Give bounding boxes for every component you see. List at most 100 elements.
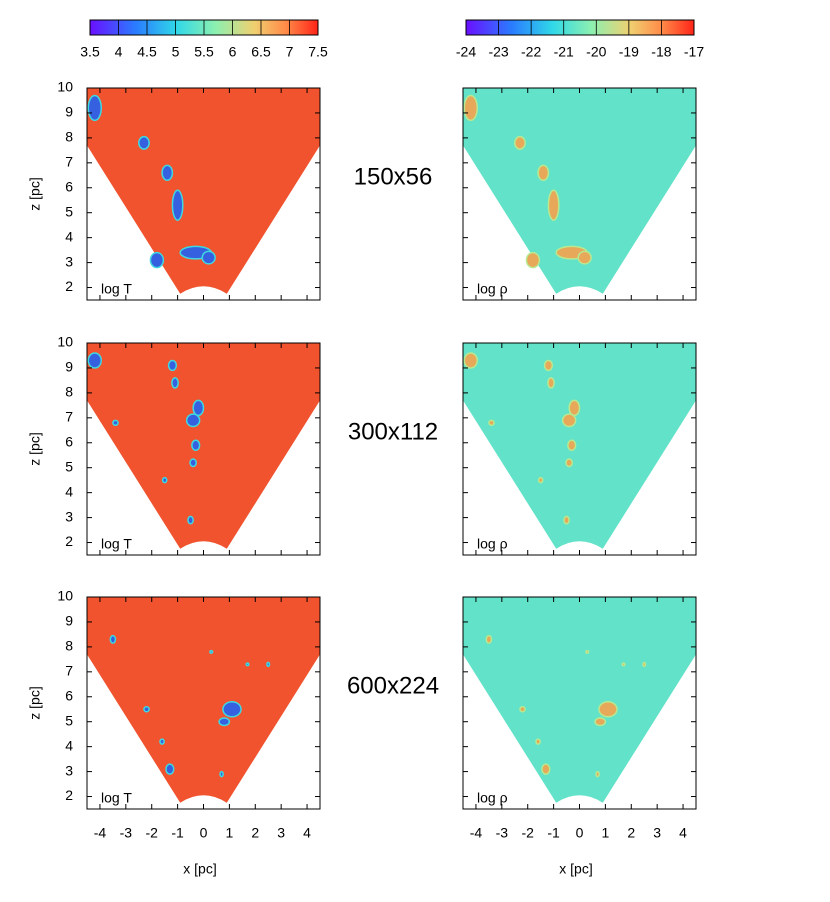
panel-label: log T [101, 790, 132, 806]
y-tick-label: 2 [65, 278, 73, 294]
colorbar-tick-label: -17 [684, 44, 704, 60]
colorbar-tick-label: 7 [286, 44, 294, 60]
structure [547, 377, 555, 389]
structure [485, 634, 493, 644]
structure [161, 476, 168, 484]
structure [563, 515, 570, 525]
y-axis-label: z [pc] [27, 686, 43, 719]
y-tick-label: 10 [57, 588, 73, 604]
structure [189, 458, 198, 468]
structure [87, 352, 102, 369]
structure [209, 649, 214, 654]
y-tick-label: 3 [65, 762, 73, 778]
y-tick-label: 2 [65, 787, 73, 803]
colorbar-tick-label: -24 [456, 44, 476, 60]
structure [621, 662, 626, 667]
colorbar-tick-label: 3.5 [80, 44, 100, 60]
structure [266, 661, 271, 668]
structure [109, 634, 117, 644]
y-tick-label: 5 [65, 203, 73, 219]
structure [87, 94, 102, 122]
structure [514, 135, 526, 150]
panel-label: log T [101, 281, 132, 297]
colorbar-tick-label: 4.5 [137, 44, 157, 60]
structure [541, 763, 551, 775]
structure [537, 476, 544, 484]
structure [547, 189, 560, 221]
x-tick-label: 0 [576, 825, 584, 841]
structure [642, 661, 647, 668]
structure [577, 250, 592, 265]
panel-label: log ρ [477, 790, 508, 806]
x-tick-label: 2 [627, 825, 635, 841]
y-axis-label: z [pc] [27, 177, 43, 210]
wedge-map [87, 597, 320, 803]
structure [519, 705, 526, 713]
x-tick-label: -4 [94, 825, 107, 841]
y-tick-label: 8 [65, 638, 73, 654]
x-tick-label: -2 [521, 825, 534, 841]
structure [191, 439, 201, 451]
row-label: 300x112 [348, 418, 438, 445]
y-tick-label: 8 [65, 129, 73, 145]
y-tick-label: 6 [65, 687, 73, 703]
colorbar-tick-label: -19 [619, 44, 639, 60]
colorbar-tick-label: -23 [488, 44, 508, 60]
y-tick-label: 6 [65, 178, 73, 194]
panel-label: log ρ [477, 281, 508, 297]
x-tick-label: -3 [496, 825, 509, 841]
colorbar-tick-label: 6 [229, 44, 237, 60]
structure [112, 419, 119, 427]
y-tick-label: 5 [65, 458, 73, 474]
x-tick-label: 1 [601, 825, 609, 841]
structure [543, 359, 554, 372]
structure [567, 439, 577, 451]
x-tick-label: -2 [145, 825, 158, 841]
structure [149, 251, 165, 269]
structure [218, 717, 231, 727]
structure [138, 135, 150, 150]
wedge-map [463, 597, 696, 803]
y-tick-label: 6 [65, 433, 73, 449]
x-tick-label: 1 [225, 825, 233, 841]
structure [598, 701, 618, 718]
structure [143, 705, 150, 713]
structure [171, 189, 184, 221]
structure [219, 770, 224, 778]
wedge-map [463, 88, 696, 294]
colorbar-tick-label: -21 [554, 44, 574, 60]
wedge-map [87, 88, 320, 294]
y-tick-label: 9 [65, 359, 73, 375]
x-axis-label: x [pc] [559, 861, 592, 877]
y-tick-label: 9 [65, 104, 73, 120]
y-tick-label: 7 [65, 409, 73, 425]
y-tick-label: 9 [65, 613, 73, 629]
structure [463, 94, 478, 122]
structure [161, 164, 174, 182]
x-tick-label: 4 [679, 825, 687, 841]
structure [222, 701, 242, 718]
row-label: 600x224 [347, 672, 439, 699]
panel-label: log ρ [477, 536, 508, 552]
structure [167, 359, 178, 372]
x-tick-label: 2 [251, 825, 259, 841]
colorbar-tick-label: 7.5 [308, 44, 328, 60]
y-axis-label: z [pc] [27, 432, 43, 465]
y-tick-label: 7 [65, 154, 73, 170]
structure [535, 738, 541, 745]
structure [187, 515, 194, 525]
structure [165, 763, 175, 775]
y-tick-label: 3 [65, 253, 73, 269]
structure [565, 458, 574, 468]
y-tick-label: 10 [57, 79, 73, 95]
structure [594, 717, 607, 727]
y-tick-label: 4 [65, 737, 73, 753]
x-tick-label: 3 [653, 825, 661, 841]
structure [568, 399, 581, 417]
x-tick-label: -3 [120, 825, 133, 841]
y-tick-label: 7 [65, 663, 73, 679]
colorbar-tick-label: 5.5 [194, 44, 214, 60]
y-tick-label: 4 [65, 228, 73, 244]
y-tick-label: 5 [65, 712, 73, 728]
x-tick-label: 4 [303, 825, 311, 841]
